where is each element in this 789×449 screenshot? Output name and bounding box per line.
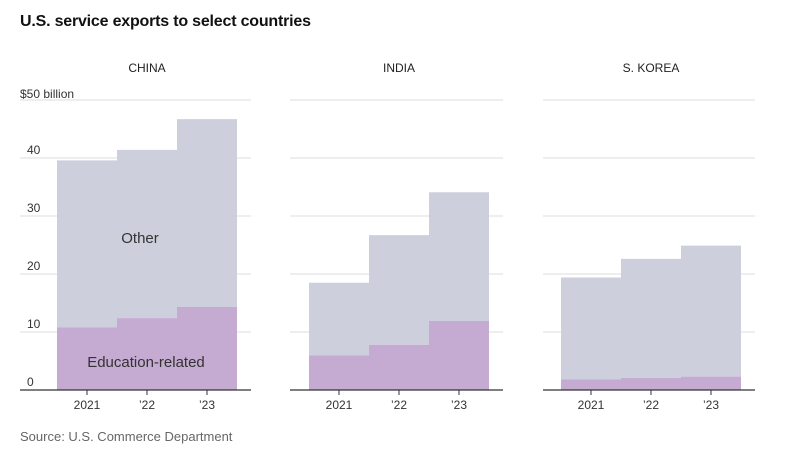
panel-title-s-korea: S. KOREA bbox=[623, 61, 680, 75]
y-axis-unit-label: $50 billion bbox=[20, 87, 74, 101]
x-tick-label-india-1: ’22 bbox=[391, 398, 407, 412]
panel-title-china: CHINA bbox=[128, 61, 165, 75]
area-other-china bbox=[57, 119, 237, 328]
y-tick-label-20: 20 bbox=[27, 259, 41, 273]
y-tick-label-10: 10 bbox=[27, 317, 41, 331]
series-label-education: Education-related bbox=[87, 354, 205, 371]
area-other-india bbox=[309, 192, 489, 356]
area-education-s-korea bbox=[561, 376, 741, 390]
x-tick-label-s-korea-1: ’22 bbox=[643, 398, 659, 412]
x-tick-label-china-1: ’22 bbox=[139, 398, 155, 412]
x-tick-label-s-korea-2: ’23 bbox=[703, 398, 719, 412]
x-tick-label-china-0: 2021 bbox=[74, 398, 101, 412]
x-tick-label-china-2: ’23 bbox=[199, 398, 215, 412]
y-tick-label-30: 30 bbox=[27, 201, 41, 215]
series-label-other: Other bbox=[121, 230, 159, 247]
panel-title-india: INDIA bbox=[383, 61, 415, 75]
source-note: Source: U.S. Commerce Department bbox=[20, 429, 233, 444]
area-education-india bbox=[309, 320, 489, 390]
x-tick-label-s-korea-0: 2021 bbox=[578, 398, 605, 412]
area-education-china bbox=[57, 307, 237, 390]
x-tick-label-india-2: ’23 bbox=[451, 398, 467, 412]
y-tick-label-0: 0 bbox=[27, 375, 34, 389]
x-tick-label-india-0: 2021 bbox=[326, 398, 353, 412]
area-other-s-korea bbox=[561, 245, 741, 380]
chart-title: U.S. service exports to select countries bbox=[20, 13, 311, 30]
y-tick-label-40: 40 bbox=[27, 143, 41, 157]
